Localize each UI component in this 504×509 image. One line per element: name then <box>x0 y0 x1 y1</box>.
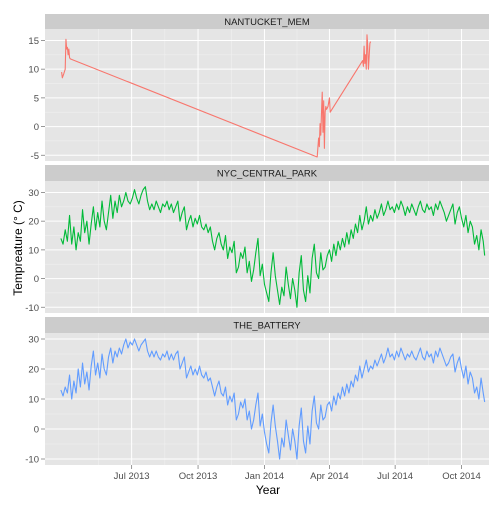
facet-strip-label: NYC_CENTRAL_PARK <box>217 169 318 180</box>
y-tick-label: 0 <box>34 425 39 436</box>
y-tick-label: 5 <box>34 93 39 104</box>
facet-panel: NYC_CENTRAL_PARK -10 0 10 20 30 <box>25 165 489 314</box>
y-tick-label: 30 <box>28 335 39 346</box>
y-tick-label: 10 <box>28 245 39 256</box>
y-tick-label: -10 <box>25 303 39 314</box>
x-tick-label: Apr 2014 <box>310 471 349 482</box>
facet-strip-label: THE_BATTERY <box>233 321 301 332</box>
series-line <box>60 338 486 460</box>
y-tick-label: -10 <box>25 455 39 466</box>
y-tick-label: 10 <box>28 65 39 76</box>
x-tick-label: Jul 2014 <box>377 471 413 482</box>
panel-background <box>45 29 489 161</box>
y-tick-label: 10 <box>28 395 39 406</box>
y-axis-title: Tempreature (° C) <box>11 200 25 296</box>
y-tick-label: 30 <box>28 188 39 199</box>
x-tick-label: Oct 2013 <box>179 471 218 482</box>
x-tick-label: Oct 2014 <box>442 471 481 482</box>
x-tick-label: Jan 2014 <box>245 471 284 482</box>
facet-panel: THE_BATTERY -10 0 10 20 30 <box>25 317 489 466</box>
facet-panel: NANTUCKET_MEM -5 0 5 10 15 <box>28 14 489 162</box>
facet-strip-label: NANTUCKET_MEM <box>224 17 310 28</box>
x-tick-label: Jul 2013 <box>114 471 150 482</box>
x-axis-title: Year <box>256 483 280 497</box>
y-tick-label: 0 <box>34 274 39 285</box>
y-tick-label: 20 <box>28 217 39 228</box>
y-tick-label: -5 <box>31 151 39 162</box>
y-tick-label: 20 <box>28 365 39 376</box>
facet-strip <box>45 14 489 29</box>
series-line <box>60 186 486 308</box>
series-line <box>61 34 372 158</box>
facet-strip <box>45 317 489 333</box>
y-tick-label: 0 <box>34 122 39 133</box>
facet-strip <box>45 165 489 181</box>
panel-background <box>45 181 489 313</box>
y-tick-label: 15 <box>28 36 39 47</box>
